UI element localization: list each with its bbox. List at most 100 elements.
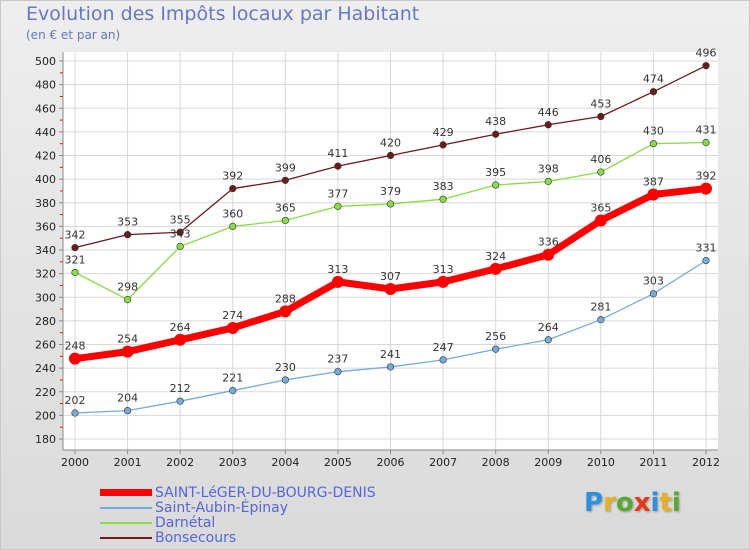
data-label: 241	[380, 348, 401, 361]
data-point	[176, 242, 184, 251]
data-label: 411	[327, 147, 348, 160]
data-point	[544, 336, 552, 344]
data-label: 429	[433, 126, 454, 139]
x-tick-label: 2000	[61, 456, 89, 469]
data-point	[176, 228, 184, 236]
data-label: 446	[538, 106, 559, 119]
data-point	[174, 333, 187, 346]
x-tick-label: 2003	[219, 456, 247, 469]
data-label: 365	[590, 201, 611, 214]
data-label: 496	[696, 47, 717, 60]
legend-label: Saint-Aubin-Épinay	[155, 499, 288, 516]
data-point	[384, 282, 397, 295]
data-point	[439, 356, 447, 364]
data-label: 420	[380, 137, 401, 150]
data-point	[597, 316, 605, 324]
chart-legend: SAINT-LéGER-DU-BOURG-DENIS Saint-Aubin-Ép…	[100, 484, 376, 546]
data-point	[334, 368, 342, 376]
data-point	[71, 268, 79, 277]
legend-swatch	[100, 506, 152, 509]
y-tick-label: 400	[35, 173, 56, 186]
data-label: 274	[222, 309, 243, 322]
data-label: 307	[380, 270, 401, 283]
data-point	[597, 112, 605, 121]
x-tick-label: 2001	[114, 456, 142, 469]
logo-letter: i	[650, 488, 660, 518]
data-label: 256	[485, 330, 506, 343]
x-tick-label: 2011	[639, 456, 667, 469]
data-label: 336	[538, 236, 559, 249]
data-point	[69, 352, 81, 365]
y-tick-label: 260	[35, 339, 56, 352]
data-label: 248	[65, 340, 86, 353]
legend-swatch	[100, 489, 152, 496]
data-point	[229, 222, 237, 230]
chart-subtitle: (en € et par an)	[26, 28, 121, 42]
legend-label: SAINT-LéGER-DU-BOURG-DENIS	[155, 484, 376, 501]
logo-letter: t	[659, 488, 672, 518]
data-point	[492, 181, 500, 189]
data-point	[123, 407, 132, 415]
data-point	[647, 188, 660, 201]
data-point	[489, 262, 502, 275]
legend-item: SAINT-LéGER-DU-BOURG-DENIS	[100, 484, 376, 501]
data-label: 377	[327, 187, 348, 200]
data-point	[702, 257, 710, 265]
data-point	[439, 195, 447, 203]
x-tick-label: 2010	[587, 456, 615, 469]
data-label: 264	[170, 321, 191, 334]
data-label: 303	[643, 275, 664, 288]
data-label: 230	[275, 361, 296, 374]
data-label: 331	[696, 242, 717, 255]
data-label: 383	[433, 180, 454, 193]
data-label: 264	[538, 321, 559, 334]
data-label: 365	[275, 201, 296, 214]
legend-label: Bonsecours	[155, 529, 237, 546]
data-point	[281, 216, 289, 225]
data-point	[492, 345, 500, 353]
legend-label: Darnétal	[155, 514, 216, 531]
data-point	[597, 168, 605, 176]
data-point	[544, 121, 552, 129]
y-tick-label: 480	[35, 79, 56, 92]
data-point	[702, 62, 710, 70]
legend-swatch	[100, 536, 152, 539]
y-tick-label: 320	[35, 268, 56, 281]
legend-item: Saint-Aubin-Épinay	[100, 499, 376, 516]
data-point	[281, 176, 289, 184]
y-tick-label: 460	[35, 102, 56, 115]
data-point	[331, 275, 344, 288]
data-label: 355	[170, 213, 191, 226]
data-label: 387	[643, 175, 664, 188]
logo-letter: P	[584, 488, 604, 518]
y-tick-label: 360	[35, 220, 56, 233]
y-tick-label: 380	[35, 197, 56, 210]
y-tick-label: 200	[35, 409, 56, 422]
data-label: 298	[117, 281, 138, 294]
logo-letter: r	[603, 488, 616, 518]
data-point	[226, 321, 239, 334]
data-point	[229, 386, 237, 395]
data-label: 324	[485, 250, 506, 263]
data-label: 392	[222, 170, 243, 183]
data-label: 474	[643, 73, 664, 86]
data-point	[544, 177, 552, 186]
y-tick-label: 220	[35, 386, 56, 399]
data-label: 453	[590, 98, 611, 111]
data-point	[386, 151, 395, 160]
data-label: 406	[590, 153, 611, 166]
data-point	[594, 214, 607, 227]
data-label: 343	[170, 227, 191, 240]
data-point	[229, 184, 237, 193]
x-tick-label: 2008	[482, 456, 510, 469]
y-tick-label: 180	[35, 433, 56, 446]
data-point	[386, 200, 395, 208]
data-label: 342	[65, 229, 86, 242]
data-point	[281, 376, 289, 384]
data-point	[439, 141, 447, 149]
data-label: 221	[222, 372, 243, 385]
data-label: 431	[696, 124, 717, 137]
data-point	[700, 182, 712, 195]
data-point	[121, 345, 134, 358]
y-tick-label: 300	[35, 291, 56, 304]
